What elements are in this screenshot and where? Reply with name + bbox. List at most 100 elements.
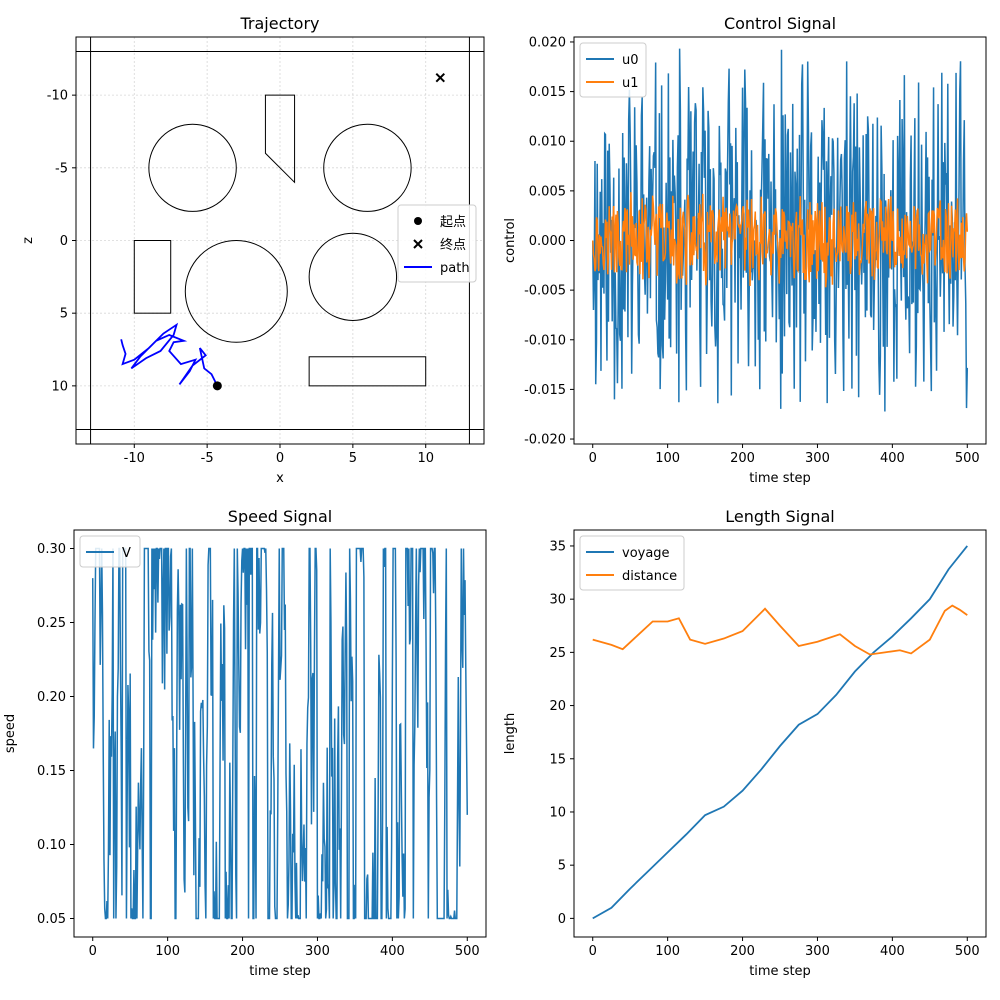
x-axis-label: x [276, 471, 284, 486]
x-tick-label: 200 [230, 944, 255, 959]
x-tick-label: 0 [276, 451, 284, 466]
x-tick-label: -5 [201, 451, 214, 466]
y-axis-label: length [503, 713, 518, 754]
y-tick-label: 0.020 [529, 35, 566, 50]
x-tick-label: 200 [730, 451, 755, 466]
legend-entry: 终点 [440, 237, 466, 253]
x-axis-label: time step [749, 964, 811, 979]
y-tick-label: 10 [51, 379, 68, 394]
y-tick-label: 0.25 [37, 616, 66, 631]
legend-entry: path [440, 261, 470, 276]
x-tick-label: 400 [880, 944, 905, 959]
x-tick-label: 100 [655, 451, 680, 466]
y-tick-label: 0.015 [529, 85, 566, 100]
x-tick-label: 0 [589, 944, 597, 959]
series-v [91, 547, 469, 920]
legend-entry: u1 [622, 76, 639, 91]
plot-frame [573, 529, 987, 938]
chart-title: Length Signal [725, 507, 834, 526]
chart-title: Speed Signal [228, 507, 332, 526]
x-tick-label: 200 [730, 944, 755, 959]
path-series [120, 322, 219, 387]
series-voyage [592, 545, 968, 920]
obstacle-circle [308, 232, 398, 321]
legend-entry: u0 [622, 53, 639, 68]
y-tick-label: -0.015 [524, 383, 566, 398]
x-tick-label: 5 [349, 451, 357, 466]
chart-title: Trajectory [240, 14, 320, 33]
series-u1 [591, 192, 969, 288]
legend: V [79, 535, 141, 568]
y-tick-label: 5 [60, 307, 68, 322]
y-tick-label: 0.30 [37, 542, 66, 557]
y-axis-label: z [21, 237, 36, 244]
obstacle-polygon [264, 94, 296, 184]
y-tick-label: 35 [549, 539, 566, 554]
legend: voyage distance [579, 535, 685, 591]
x-tick-label: 0 [89, 944, 97, 959]
x-axis-label: time step [249, 964, 311, 979]
obstacle-rect [133, 240, 172, 314]
y-tick-label: 0 [60, 234, 68, 249]
x-tick-label: 400 [880, 451, 905, 466]
legend-entry: V [122, 546, 131, 561]
x-tick-label: 500 [955, 451, 980, 466]
chart-2: 0 100 200 300 400 500 0.020 0.015 0.010 0.005 0.00… [503, 14, 987, 486]
obstacle-circle [323, 123, 412, 212]
x-tick-label: 100 [155, 944, 180, 959]
obstacle-circle [184, 240, 288, 343]
goal-marker [435, 72, 445, 83]
start-marker [212, 381, 222, 391]
y-tick-label: 0.005 [529, 184, 566, 199]
y-tick-label: 5 [558, 859, 566, 874]
chart-title: Control Signal [724, 14, 836, 33]
x-axis-label: time step [749, 471, 811, 486]
y-tick-label: 0 [558, 912, 566, 927]
y-tick-label: 0.10 [37, 838, 66, 853]
obstacle-rect [308, 356, 427, 387]
y-axis-label: speed [3, 714, 18, 753]
chart-4: 0 100 200 300 400 500 0 5 10 15 20 25 30 35 Length Sig… [503, 507, 987, 979]
x-tick-label: 500 [955, 944, 980, 959]
obstacle-circle [148, 123, 237, 212]
y-tick-label: 15 [549, 752, 566, 767]
y-tick-label: 0.05 [37, 912, 66, 927]
legend-box [579, 42, 647, 98]
legend-box [579, 535, 685, 591]
y-axis-label: control [503, 218, 518, 263]
y-tick-label: 30 [549, 593, 566, 608]
plot-frame [73, 529, 487, 938]
legend-marker [413, 239, 423, 249]
x-tick-label: 400 [380, 944, 405, 959]
y-tick-label: -10 [47, 89, 68, 104]
y-tick-label: -0.020 [524, 433, 566, 448]
chart-3: 0 100 200 300 400 500 0.05 0.10 0.15 0.20 0.25 0.30… [3, 507, 487, 979]
legend-entry: voyage [622, 546, 670, 561]
series-u0 [591, 48, 969, 412]
x-tick-label: -10 [124, 451, 145, 466]
x-tick-label: 10 [417, 451, 434, 466]
y-tick-label: 20 [549, 699, 566, 714]
y-tick-label: 0.15 [37, 764, 66, 779]
legend-entry: distance [622, 569, 677, 584]
y-tick-label: 0.010 [529, 135, 566, 150]
y-tick-label: -5 [55, 161, 68, 176]
y-tick-label: 0.000 [529, 234, 566, 249]
series-distance [592, 604, 968, 656]
y-tick-label: 0.20 [37, 690, 66, 705]
x-tick-label: 300 [305, 944, 330, 959]
x-tick-label: 0 [589, 451, 597, 466]
y-tick-label: 25 [549, 646, 566, 661]
y-tick-label: 10 [549, 805, 566, 820]
x-tick-label: 300 [805, 451, 830, 466]
legend-entry: 起点 [440, 215, 466, 230]
legend-marker [414, 217, 422, 225]
y-tick-label: -0.010 [524, 333, 566, 348]
x-tick-label: 100 [655, 944, 680, 959]
x-tick-label: 500 [455, 944, 480, 959]
legend: u0 u1 [579, 42, 647, 98]
x-tick-label: 300 [805, 944, 830, 959]
